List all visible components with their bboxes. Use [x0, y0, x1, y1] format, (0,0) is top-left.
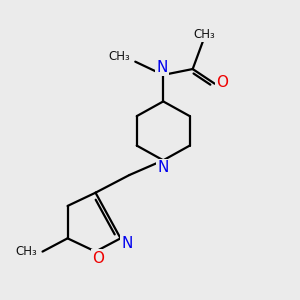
Text: O: O: [216, 75, 228, 90]
Text: N: N: [156, 60, 167, 75]
Text: CH₃: CH₃: [15, 245, 37, 258]
Text: CH₃: CH₃: [194, 28, 215, 41]
Text: O: O: [92, 250, 104, 266]
Text: N: N: [158, 160, 169, 175]
Text: CH₃: CH₃: [108, 50, 130, 63]
Text: N: N: [121, 236, 133, 251]
